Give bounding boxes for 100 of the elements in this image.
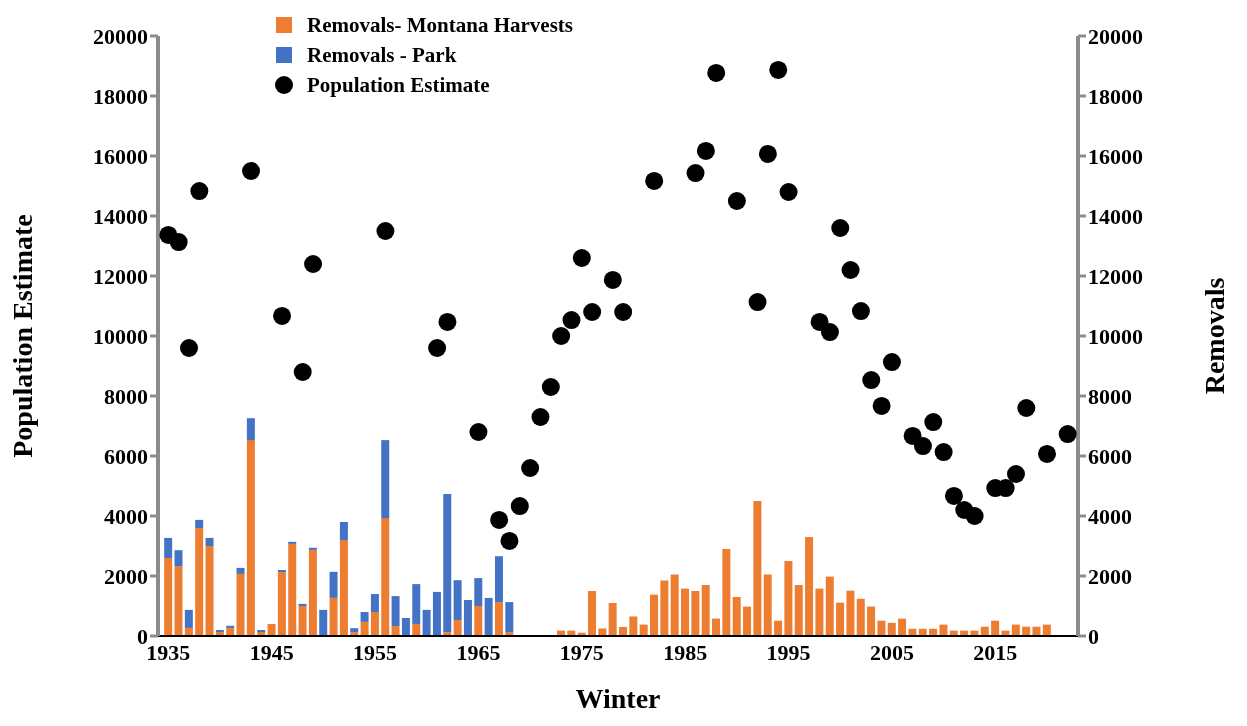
- bar: [670, 574, 679, 636]
- point: [242, 162, 261, 180]
- x-tick-label: 1995: [766, 639, 811, 665]
- bar: [246, 418, 255, 441]
- y2-tick-label: 0: [1088, 623, 1099, 649]
- y-tick-label: 16000: [93, 143, 148, 169]
- bar: [381, 440, 390, 519]
- point: [769, 60, 788, 79]
- y2-axis-title: Removals: [1198, 277, 1230, 395]
- bar: [825, 576, 834, 636]
- bar: [329, 597, 338, 636]
- y2-tick-label: 6000: [1088, 443, 1132, 469]
- bar: [805, 537, 814, 636]
- point: [831, 219, 850, 237]
- y2-tick-label: 18000: [1088, 83, 1143, 109]
- point: [779, 183, 798, 201]
- bar: [164, 558, 173, 636]
- bar: [205, 537, 214, 546]
- bar: [422, 609, 431, 636]
- bar: [236, 573, 245, 636]
- point: [748, 293, 767, 312]
- y2-tick-label: 16000: [1088, 143, 1143, 169]
- bar: [174, 550, 183, 567]
- bar: [432, 591, 441, 636]
- x-tick-label: 1955: [353, 639, 398, 665]
- y-axis-title: Population Estimate: [6, 214, 38, 458]
- x-axis-title: Winter: [575, 683, 661, 714]
- bar: [629, 616, 638, 636]
- bar: [174, 566, 183, 636]
- bar: [701, 585, 710, 636]
- point: [531, 408, 550, 426]
- bar: [205, 546, 214, 636]
- bar: [267, 624, 276, 636]
- point: [965, 507, 984, 525]
- bar: [236, 567, 245, 574]
- bar: [329, 571, 338, 598]
- bar: [774, 620, 783, 636]
- bar: [339, 540, 348, 636]
- y-tick-label: 20000: [93, 23, 148, 49]
- point: [614, 303, 633, 321]
- bar: [401, 618, 410, 636]
- x-tick-label: 1945: [249, 639, 294, 665]
- point: [376, 222, 395, 240]
- bar: [846, 590, 855, 636]
- bar: [308, 549, 317, 636]
- bar: [681, 588, 690, 636]
- point: [851, 302, 870, 321]
- point: [707, 63, 726, 82]
- point: [758, 144, 777, 163]
- bar: [412, 624, 421, 636]
- bar: [784, 561, 793, 636]
- bar: [887, 622, 896, 636]
- point: [872, 396, 891, 415]
- bar: [360, 621, 369, 636]
- point: [1006, 465, 1025, 483]
- bar: [712, 618, 721, 636]
- bar: [650, 594, 659, 636]
- point: [180, 339, 199, 357]
- x-tick-label: 1985: [663, 639, 708, 665]
- point: [924, 413, 943, 432]
- point: [293, 363, 312, 381]
- y-tick-label: 10000: [93, 323, 148, 349]
- bar: [691, 591, 700, 636]
- bar: [474, 578, 483, 606]
- bar: [453, 580, 462, 621]
- point: [944, 486, 963, 505]
- bar: [350, 628, 359, 633]
- point: [820, 323, 839, 342]
- bar: [877, 620, 886, 636]
- legend-label: Removals - Park: [307, 42, 457, 69]
- y-tick-label: 6000: [104, 443, 148, 469]
- point: [490, 510, 509, 529]
- bar: [794, 585, 803, 636]
- bar: [867, 606, 876, 636]
- point: [428, 339, 447, 357]
- point: [841, 261, 860, 279]
- y2-tick-label: 2000: [1088, 563, 1132, 589]
- y-tick-label: 12000: [93, 263, 148, 289]
- point: [572, 249, 591, 267]
- bar: [484, 597, 493, 636]
- bar: [732, 597, 741, 636]
- bar: [763, 574, 772, 636]
- bar: [391, 626, 400, 636]
- point: [696, 141, 715, 160]
- x-tick-label: 2015: [973, 639, 1018, 665]
- bar: [195, 528, 204, 636]
- bar: [505, 602, 514, 633]
- bar: [815, 588, 824, 636]
- y-tick-label: 4000: [104, 503, 148, 529]
- bar: [463, 600, 472, 636]
- legend-label: Removals- Montana Harvests: [307, 12, 573, 39]
- bar: [856, 598, 865, 636]
- point: [541, 378, 560, 396]
- point: [273, 306, 292, 325]
- bar: [195, 519, 204, 528]
- bar: [412, 584, 421, 624]
- point: [1017, 399, 1036, 417]
- y-tick-label: 2000: [104, 563, 148, 589]
- bar: [587, 591, 596, 636]
- bar: [184, 609, 193, 628]
